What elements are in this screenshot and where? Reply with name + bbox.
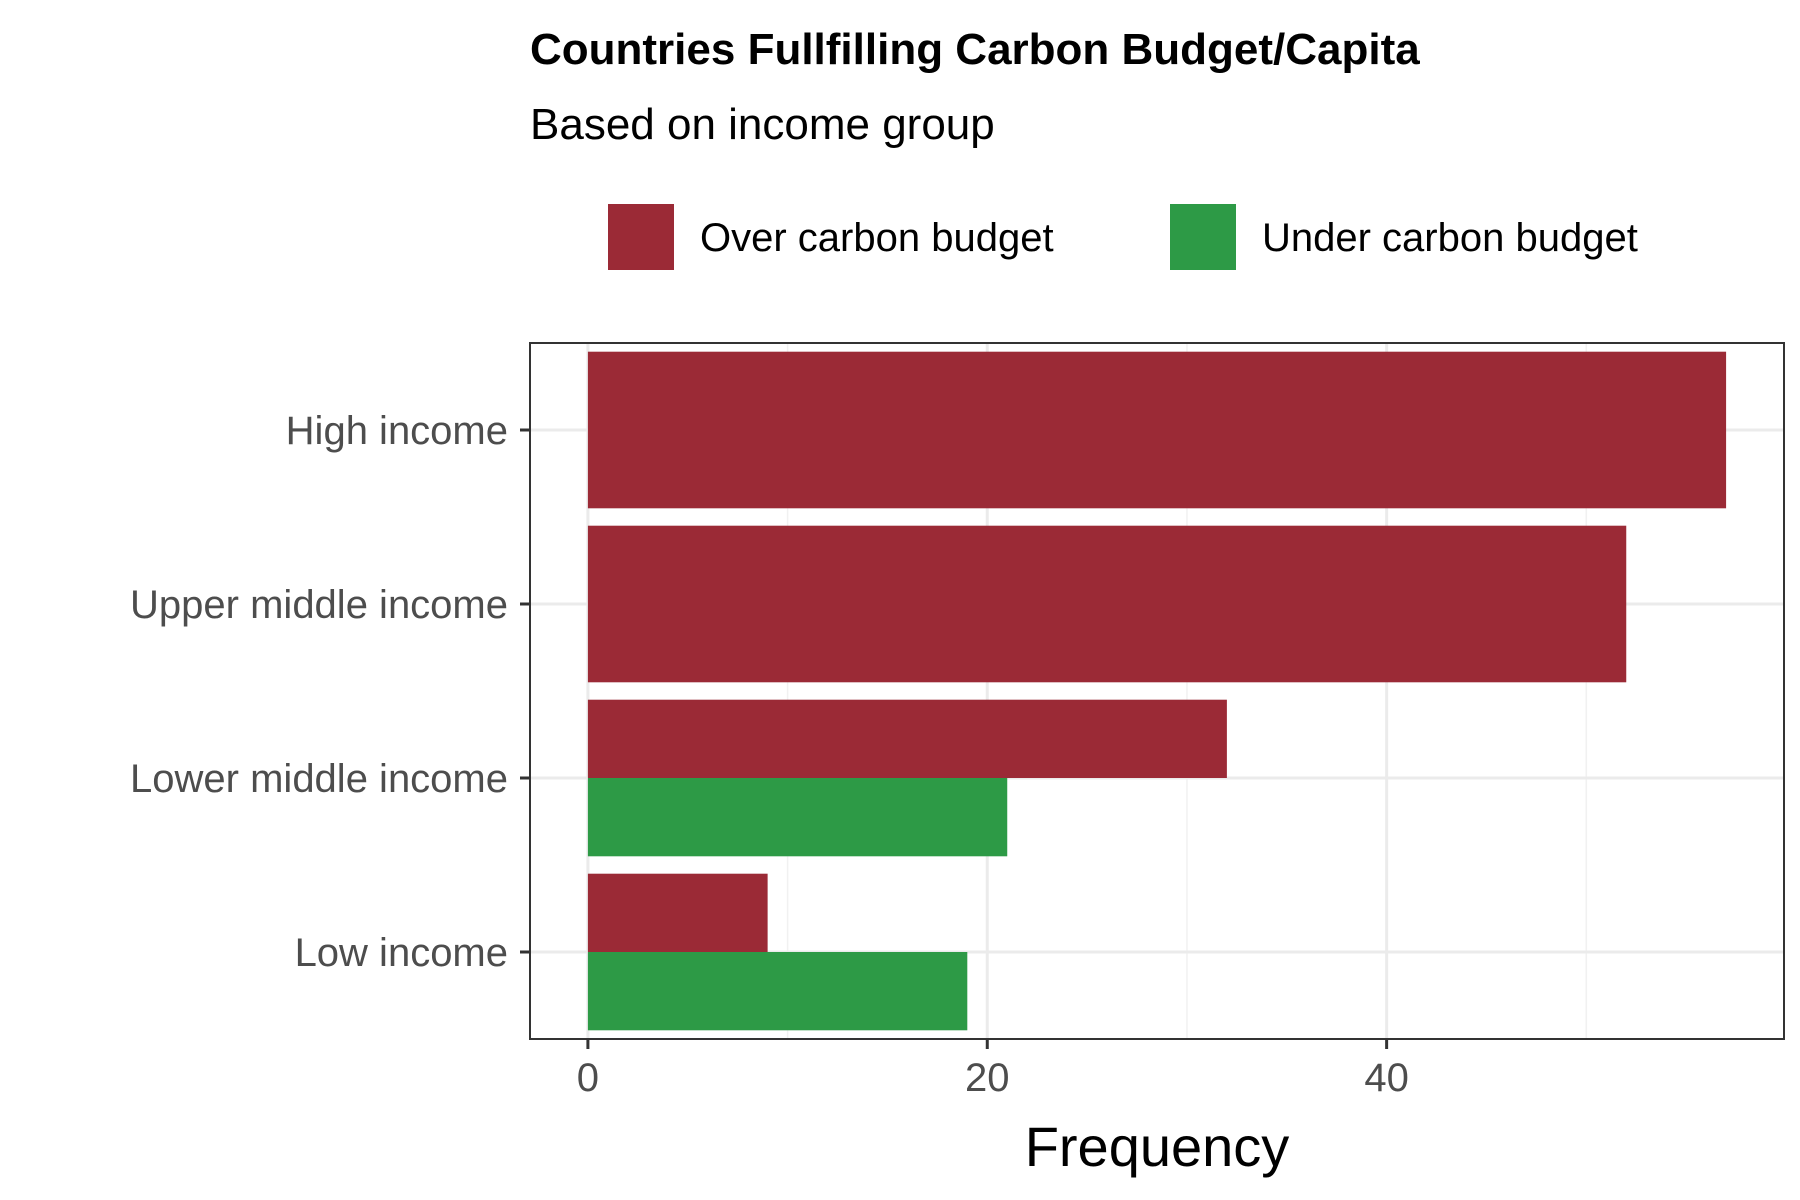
legend-label-under: Under carbon budget [1262,216,1638,260]
chart-subtitle: Based on income group [530,100,995,149]
bar-over [587,351,1727,509]
legend-swatch-under [1170,204,1236,270]
legend-swatch-over [608,204,674,270]
y-tick-label: Low income [295,931,508,975]
x-tick-label: 20 [965,1056,1010,1100]
bar-under [587,778,1008,857]
bar-over [587,699,1227,778]
y-tick-label: Lower middle income [130,757,508,801]
bars [587,351,1727,1031]
x-tick-label: 0 [577,1056,599,1100]
legend-label-over: Over carbon budget [700,216,1054,260]
bar-over [587,873,768,952]
y-tick-label: High income [286,409,508,453]
axes: High income Upper middle income Lower midd… [130,409,1409,1100]
x-tick-label: 40 [1364,1056,1409,1100]
x-axis-label: Frequency [1025,1115,1290,1178]
plot-panel-border [529,342,1785,1040]
bar-under [587,952,968,1031]
bar-over [587,525,1627,683]
chart-title: Countries Fullfilling Carbon Budget/Capi… [530,25,1420,74]
y-tick-label: Upper middle income [130,583,508,627]
legend: Over carbon budget Under carbon budget [608,204,1638,270]
